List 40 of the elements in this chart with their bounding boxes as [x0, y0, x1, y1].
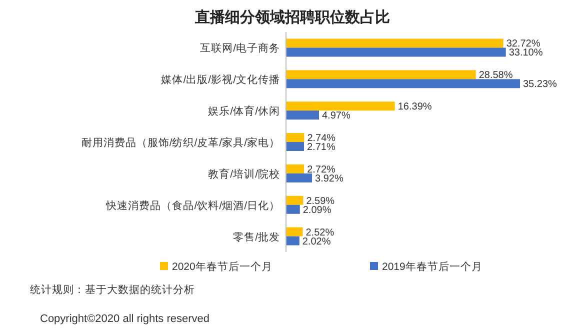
data-label: 2.02%	[302, 236, 331, 248]
bar	[286, 236, 300, 246]
bar	[286, 173, 312, 182]
y-tick-label: 零售/批发	[233, 231, 280, 244]
data-label: 16.39%	[398, 102, 432, 113]
data-label: 28.58%	[478, 70, 513, 82]
data-label: 3.92%	[315, 173, 344, 184]
bar	[286, 133, 304, 142]
y-tick-label: 快速消费品（食品/饮料/烟酒/日化）	[105, 198, 280, 212]
data-label: 4.97%	[322, 110, 350, 122]
bar	[286, 102, 395, 111]
bar	[286, 110, 320, 120]
data-label: 2.72%	[307, 164, 336, 176]
bar	[286, 48, 506, 57]
bar	[286, 196, 304, 205]
data-label: 2.71%	[307, 142, 336, 153]
text: 统计规则：基于大数据的统计分析	[30, 283, 195, 296]
data-label: 32.72%	[506, 38, 540, 50]
legend-label: 2020年春节后一个月	[172, 260, 272, 273]
data-label: 2.59%	[306, 196, 335, 207]
y-tick-label: 互联网/电子商务	[200, 42, 280, 55]
bar	[286, 38, 504, 48]
bar	[286, 70, 476, 80]
data-label: 35.23%	[523, 79, 558, 90]
legend-label: 2019年春节后一个月	[382, 260, 482, 273]
bar	[286, 227, 303, 236]
data-label: 33.10%	[508, 48, 543, 59]
y-tick-label: 媒体/出版/影视/文化传播	[161, 73, 280, 86]
y-tick-label: 娱乐/体育/休闲	[208, 104, 280, 118]
y-tick-label: 教育/培训/院校	[208, 167, 280, 180]
data-label: 2.52%	[306, 227, 334, 238]
data-label: 2.09%	[302, 204, 332, 216]
chart-title: 直播细分领域招聘职位数占比	[194, 9, 390, 26]
bar	[286, 204, 300, 214]
y-tick-label: 耐用消费品（服饰/纺织/皮革/家具/家电）	[81, 136, 280, 149]
text: Copyright©2020 all rights reserved	[40, 313, 210, 325]
bar	[286, 79, 520, 88]
bar	[286, 164, 304, 174]
data-label: 2.74%	[307, 133, 336, 144]
bar	[286, 142, 304, 151]
